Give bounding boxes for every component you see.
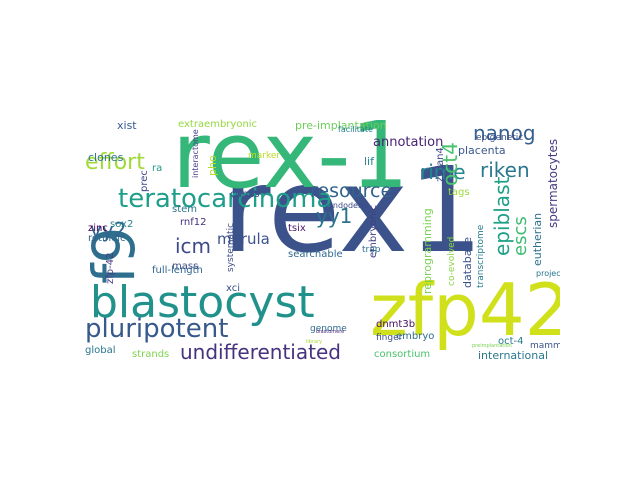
word-oct-4: oct-4 bbox=[498, 336, 524, 347]
word-rex-1: rex-1 bbox=[172, 116, 409, 209]
word-lif: lif bbox=[364, 155, 374, 168]
word-extraembryonic: extraembryonic bbox=[178, 119, 258, 130]
word-international: international bbox=[478, 349, 549, 362]
word-mass: mass bbox=[172, 261, 199, 272]
word-tsix: tsix bbox=[288, 223, 306, 234]
word-library: library bbox=[306, 339, 323, 345]
word-stem: stem bbox=[172, 204, 198, 215]
word-embryo: embryo bbox=[396, 331, 435, 342]
word-ra: ra bbox=[152, 163, 163, 174]
word-co-evolved: co-evolved bbox=[447, 236, 457, 286]
word-zfp42: zfp42 bbox=[370, 268, 560, 352]
word-cdnas: cdnas bbox=[230, 189, 260, 200]
word-rnf12: rnf12 bbox=[180, 217, 207, 228]
word-cloud: rex1 rex-1 zfp42 blastocyst f9 teratocar… bbox=[80, 116, 560, 366]
word-database: database bbox=[461, 237, 474, 288]
word-project: project bbox=[536, 269, 560, 278]
word-pluripotent: pluripotent bbox=[85, 314, 229, 344]
word-reprogramming: reprogramming bbox=[421, 208, 434, 294]
word-clones: clones bbox=[88, 151, 124, 164]
word-dnmt3b: dnmt3b bbox=[376, 319, 416, 330]
word-interactome: interactome bbox=[191, 129, 200, 178]
word-undifferentiated: undifferentiated bbox=[180, 340, 341, 364]
word-nanog: nanog bbox=[473, 121, 536, 145]
word-epigenetic: epigenetic bbox=[476, 133, 524, 143]
word-rex1: rex1 bbox=[222, 141, 484, 279]
word-yy2: yy2 bbox=[90, 218, 127, 242]
word-yy1: yy1 bbox=[316, 204, 353, 228]
word-transcriptome: transcriptome bbox=[476, 224, 486, 288]
word-icm: icm bbox=[175, 234, 212, 258]
word-endoderm: endoderm bbox=[328, 201, 369, 210]
word-prec: prec bbox=[139, 170, 150, 192]
word-zinc: zinc bbox=[88, 223, 108, 234]
word-strands: strands bbox=[132, 349, 170, 360]
word-resource: resource bbox=[310, 180, 393, 202]
word-genome: genome bbox=[310, 324, 347, 334]
word-eutherian: eutherian bbox=[531, 212, 544, 266]
word-marker: marker bbox=[248, 151, 281, 161]
word-teratocarcinoma: teratocarcinoma bbox=[118, 184, 333, 214]
word-mammalian: mammalian bbox=[530, 341, 560, 351]
word-effort: effort bbox=[85, 150, 145, 175]
word-xci: xci bbox=[226, 283, 241, 294]
word-systematic: systematic bbox=[226, 222, 236, 272]
word-pre-implantation: pre-implantation bbox=[295, 119, 387, 132]
word-tags: tags bbox=[448, 187, 470, 198]
word-placenta: placenta bbox=[458, 144, 506, 157]
word-sox2: sox2 bbox=[110, 219, 134, 230]
word-consortium: consortium bbox=[374, 349, 431, 360]
word-finger: finger bbox=[376, 333, 403, 343]
word-riken: riken bbox=[480, 158, 530, 182]
word-pho: pho bbox=[206, 155, 219, 176]
word-escs: escs bbox=[510, 216, 531, 256]
word-spermatocytes: spermatocytes bbox=[546, 138, 560, 228]
word-annotation: annotation bbox=[373, 135, 444, 150]
word-blastocyst: blastocyst bbox=[90, 277, 315, 328]
word-facilitate: facilitate bbox=[338, 125, 373, 134]
word-xist: xist bbox=[117, 119, 137, 132]
word-rime: rime bbox=[420, 160, 466, 184]
word-blastomere: blastomere bbox=[316, 329, 345, 335]
word-searchable: searchable bbox=[288, 249, 343, 260]
word-morula: morula bbox=[217, 230, 270, 248]
word-zfp-42: zfp-42 bbox=[105, 252, 116, 284]
word-full-length: full-length bbox=[152, 265, 203, 276]
word-epiblast: epiblast bbox=[490, 176, 514, 256]
word-trap: trap bbox=[362, 245, 381, 255]
word-global: global bbox=[85, 345, 116, 356]
word-retinoic: retinoic bbox=[88, 233, 126, 244]
word-zscan4: zscan4 bbox=[435, 147, 446, 182]
word-preimplantation: preimplantation bbox=[472, 343, 512, 349]
